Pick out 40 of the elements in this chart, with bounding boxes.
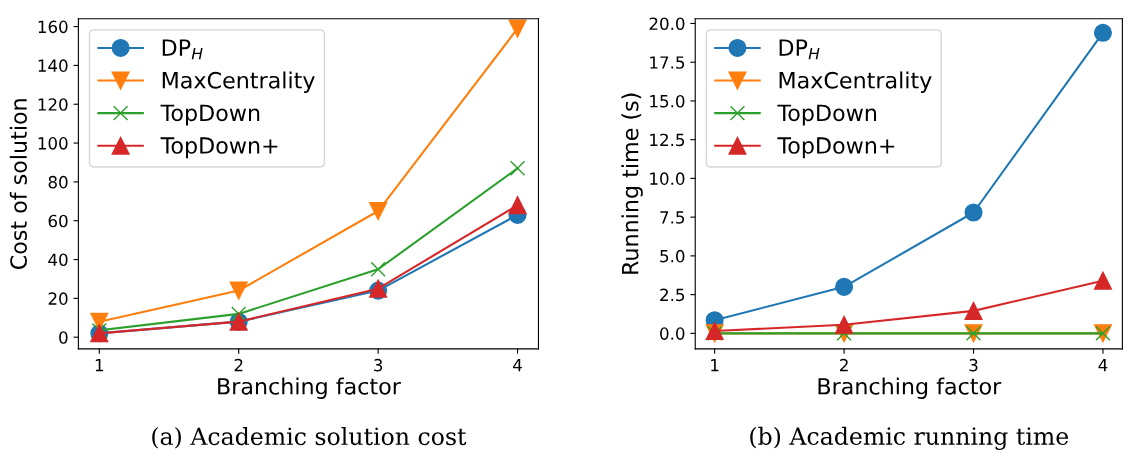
x-tick-label: 4 (1098, 359, 1108, 372)
x-tick-label: 3 (374, 358, 383, 372)
text: (b) Academic running time (750, 426, 1069, 450)
legend-label: DP$_{H}$ (162, 39, 203, 60)
text: (a) Academic solution cost (152, 426, 467, 449)
y-tick-label: 2.5 (660, 288, 685, 302)
y-tick-label: 12.5 (650, 133, 685, 147)
y-tick-label: 0 (59, 331, 68, 344)
y-tick-label: 140 (38, 59, 68, 72)
y-axis-title: Running time (s) (621, 93, 643, 274)
x-axis-title: Branching factor (818, 377, 1002, 399)
legend-label: MaxCentrality (779, 71, 932, 93)
y-tick-label: 0.0 (660, 327, 685, 340)
y-tick-label: 120 (38, 98, 68, 111)
legend-label: TopDown+ (777, 137, 895, 159)
x-tick-label: 2 (234, 358, 243, 372)
y-tick-label: 40 (48, 253, 68, 267)
x-tick-label: 2 (840, 358, 848, 372)
y-tick-label: 160 (38, 20, 68, 34)
x-tick-label: 1 (711, 359, 719, 372)
x-tick-label: 1 (95, 359, 104, 372)
y-tick-label: 20.0 (649, 17, 685, 31)
legend-label: TopDown (777, 104, 877, 126)
y-tick-label: 100 (38, 137, 68, 150)
y-tick-label: 15.0 (650, 94, 685, 108)
y-tick-label: 20 (48, 292, 68, 305)
y-tick-label: 60 (48, 214, 68, 228)
legend-label: TopDown+ (160, 137, 278, 159)
y-tick-label: 80 (48, 175, 68, 189)
y-tick-label: 17.5 (650, 56, 685, 69)
y-tick-label: 10.0 (650, 172, 685, 185)
x-tick-label: 4 (513, 359, 522, 372)
legend-label: TopDown (160, 104, 260, 126)
y-tick-label: 7.5 (660, 211, 685, 224)
x-tick-label: 3 (969, 358, 978, 372)
y-tick-label: 5.0 (660, 249, 685, 263)
y-axis-title: Cost of solution (9, 99, 27, 270)
legend-label: DP$_{H}$ (779, 39, 820, 60)
x-axis-title: Branching factor (218, 377, 401, 399)
legend-label: MaxCentrality (162, 71, 315, 93)
